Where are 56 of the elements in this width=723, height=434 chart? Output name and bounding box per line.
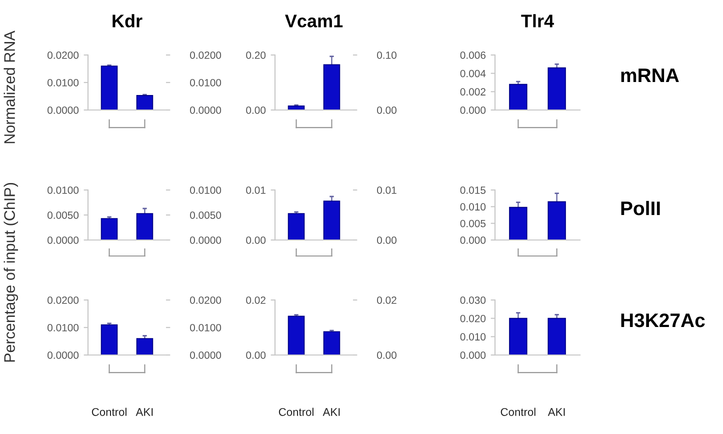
y-tick-label: 0.0200 bbox=[48, 52, 79, 59]
y2-tick-label: 0.00 bbox=[377, 352, 396, 359]
y2-tick-label: 0.01 bbox=[377, 186, 396, 194]
x-tick-label: Control bbox=[500, 408, 536, 416]
y2-tick-label: 0.00 bbox=[377, 236, 396, 244]
y-axis-title: Percentage of input (ChIP) bbox=[4, 183, 18, 362]
y2-tick-label: 0.0100 bbox=[190, 186, 222, 194]
y-tick-label: 0.0050 bbox=[48, 212, 79, 219]
y-tick-label: 0.0000 bbox=[48, 236, 79, 244]
y2-tick-label: 0.02 bbox=[377, 296, 396, 304]
text: H3K27Ac bbox=[621, 313, 705, 328]
x-tick-label: Control bbox=[92, 408, 126, 416]
y-tick-label: 0.0100 bbox=[48, 186, 79, 194]
y2-tick-label: 0.0200 bbox=[190, 296, 222, 304]
y-tick-label: 0.005 bbox=[460, 220, 486, 228]
y2-tick-label: 0.0000 bbox=[190, 352, 222, 359]
chart-title: Kdr bbox=[112, 14, 142, 28]
y-tick-label: 0.010 bbox=[460, 333, 486, 341]
y-tick-label: 0.004 bbox=[460, 70, 486, 78]
y2-tick-label: 0.0050 bbox=[190, 212, 222, 219]
y-tick-label: 0.20 bbox=[246, 52, 266, 59]
chart-title: Vcam1 bbox=[285, 14, 343, 28]
text: PolII bbox=[621, 200, 660, 216]
y-tick-label: 0.0000 bbox=[48, 352, 79, 359]
y-tick-label: 0.02 bbox=[246, 296, 266, 304]
y-tick-label: 0.000 bbox=[460, 106, 486, 114]
y-tick-label: 0.030 bbox=[460, 296, 486, 304]
y-tick-label: 0.0100 bbox=[48, 324, 79, 332]
y-tick-label: 0.010 bbox=[460, 203, 486, 211]
y2-tick-label: 0.0200 bbox=[190, 52, 222, 59]
y-tick-label: 0.00 bbox=[246, 236, 266, 244]
y2-tick-label: 0.0000 bbox=[190, 236, 222, 244]
x-tick-label: Control bbox=[278, 408, 314, 416]
x-tick-label: AKI bbox=[548, 408, 565, 416]
y2-tick-label: 0.00 bbox=[377, 106, 396, 114]
y-tick-label: 0.00 bbox=[246, 352, 266, 359]
y2-tick-label: 0.0000 bbox=[190, 106, 222, 114]
x-tick-label: AKI bbox=[136, 408, 153, 416]
text: mRNA bbox=[621, 68, 679, 82]
y-axis-title: Normalized RNA bbox=[4, 30, 15, 144]
y-tick-label: 0.01 bbox=[246, 186, 266, 194]
x-tick-label: AKI bbox=[322, 408, 340, 416]
y2-tick-label: 0.0100 bbox=[190, 79, 222, 86]
y2-tick-label: 0.10 bbox=[377, 52, 396, 59]
y-tick-label: 0.000 bbox=[460, 352, 486, 359]
chart-title: Tlr4 bbox=[521, 14, 554, 28]
y-tick-label: 0.00 bbox=[246, 106, 266, 114]
y-tick-label: 0.000 bbox=[460, 236, 486, 244]
y2-tick-label: 0.0100 bbox=[190, 324, 222, 332]
y-tick-label: 0.006 bbox=[460, 52, 486, 59]
y-tick-label: 0.015 bbox=[460, 186, 486, 194]
y-tick-label: 0.0100 bbox=[48, 79, 79, 86]
y-tick-label: 0.0000 bbox=[48, 106, 79, 114]
y-tick-label: 0.002 bbox=[460, 88, 486, 96]
y-tick-label: 0.0200 bbox=[48, 296, 79, 304]
y-tick-label: 0.020 bbox=[460, 314, 486, 322]
